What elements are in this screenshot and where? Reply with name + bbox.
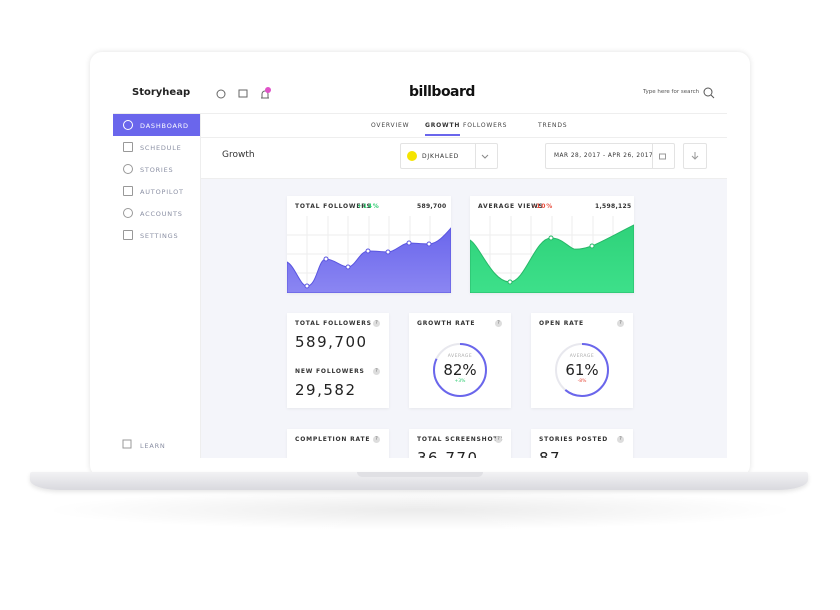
search-icon[interactable] <box>703 87 715 99</box>
active-item <box>113 114 200 136</box>
ring-change: -8% <box>577 379 587 384</box>
account-avatar <box>407 151 417 161</box>
nav-icon <box>123 230 133 240</box>
download-icon <box>691 152 699 160</box>
screenshots-card: TOTAL SCREENSHOTS ? 36,770 <box>409 429 511 458</box>
nav-learn[interactable]: LEARN <box>140 442 166 450</box>
area-chart <box>470 216 634 293</box>
screen: Storyheap billboard Type here for search… <box>113 73 727 458</box>
help-icon[interactable]: ? <box>373 320 380 327</box>
followers-chart-card: TOTAL FOLLOWERS +14% 589,700 <box>287 196 451 293</box>
stat-title: NEW FOLLOWERS <box>295 368 365 375</box>
ring-arc <box>433 343 487 397</box>
account-name: DJKHALED <box>422 153 460 160</box>
download-button[interactable] <box>683 143 707 169</box>
logo: Storyheap <box>132 87 191 98</box>
card-change: +14% <box>357 203 380 210</box>
followers-stat-card: TOTAL FOLLOWERS ? 589,700 NEW FOLLOWERS … <box>287 313 389 408</box>
stat-title: TOTAL FOLLOWERS <box>295 320 372 327</box>
divider <box>475 144 476 168</box>
stat-title: OPEN RATE <box>539 320 584 327</box>
ring-arc <box>555 343 609 397</box>
laptop-shadow <box>40 490 800 530</box>
laptop-notch <box>357 472 483 477</box>
help-icon[interactable]: ? <box>617 320 624 327</box>
nav-icon <box>123 186 133 196</box>
nav-item[interactable]: SCHEDULE <box>140 144 182 152</box>
help-icon[interactable]: ? <box>373 368 380 375</box>
card-title: TOTAL FOLLOWERS <box>295 203 372 210</box>
stat-title: STORIES POSTED <box>539 436 609 443</box>
calendar-icon <box>659 153 666 160</box>
nav-item[interactable]: ACCOUNTS <box>140 210 183 218</box>
chevron <box>481 154 489 159</box>
stat-title: GROWTH RATE <box>417 320 476 327</box>
brand: billboard <box>409 84 475 100</box>
learn-icon <box>122 439 132 449</box>
ring <box>433 343 487 397</box>
stat-title: TOTAL SCREENSHOTS <box>417 436 504 443</box>
stat-title: COMPLETION RATE <box>295 436 371 443</box>
card-change: -10% <box>533 203 554 210</box>
header-icons <box>216 87 271 99</box>
stat-value: 29,582 <box>295 381 357 399</box>
nav-item[interactable]: AUTOPILOT <box>140 188 184 196</box>
help-icon[interactable]: ? <box>495 320 502 327</box>
ring-caption: AVERAGE <box>569 354 595 359</box>
help-icon[interactable]: ? <box>495 436 502 443</box>
tab[interactable]: OVERVIEW <box>371 122 410 129</box>
stat-value: 36,770 <box>417 449 479 458</box>
completion-card: COMPLETION RATE ? <box>287 429 389 458</box>
tab[interactable]: FOLLOWERS <box>463 122 508 129</box>
card-value: 1,598,125 <box>595 203 632 210</box>
search-input[interactable]: Type here for search <box>643 89 700 95</box>
ring-value: 61% <box>565 361 599 379</box>
nav-icon <box>123 120 133 130</box>
nav-icon <box>123 164 133 174</box>
account-select[interactable]: DJKHALED <box>400 143 498 169</box>
tabs-bar: OVERVIEW GROWTH FOLLOWERS TRENDS <box>201 114 727 138</box>
nav-item[interactable]: SETTINGS <box>140 232 179 240</box>
area-chart <box>287 216 451 293</box>
tab[interactable]: GROWTH <box>425 122 461 136</box>
toolbar: Growth DJKHALED MAR 28, 2017 - APR 26, 2… <box>201 138 727 179</box>
help-icon[interactable]: ? <box>373 436 380 443</box>
ring-caption: AVERAGE <box>447 354 473 359</box>
card-value: 589,700 <box>417 203 447 210</box>
help-icon[interactable]: ? <box>617 436 624 443</box>
nav-icon <box>123 142 133 152</box>
stat-value: 87 <box>539 449 562 458</box>
sidebar: DASHBOARD SCHEDULE STORIES AUTOPILOT ACCOUNT… <box>113 114 201 458</box>
divider <box>652 144 653 168</box>
nav-item[interactable]: STORIES <box>140 166 174 174</box>
tab[interactable]: TRENDS <box>538 122 568 129</box>
growth-rate-card: GROWTH RATE ? AVERAGE 82% +3% <box>409 313 511 408</box>
nav-icon <box>123 208 133 218</box>
stories-card: STORIES POSTED ? 87 <box>531 429 633 458</box>
card-title: AVERAGE VIEWS <box>478 203 544 210</box>
ring <box>555 343 609 397</box>
views-chart-card: AVERAGE VIEWS -10% 1,598,125 <box>470 196 634 293</box>
nav-item[interactable]: DASHBOARD <box>140 122 189 130</box>
laptop-base <box>30 472 808 490</box>
date-picker[interactable]: MAR 28, 2017 - APR 26, 2017 <box>545 143 675 169</box>
header: Storyheap billboard Type here for search <box>113 73 727 114</box>
ring-change: +3% <box>454 379 466 384</box>
stat-value: 589,700 <box>295 333 368 351</box>
open-rate-card: OPEN RATE ? AVERAGE 61% -8% <box>531 313 633 408</box>
ring-value: 82% <box>443 361 477 379</box>
page-title: Growth <box>222 150 255 160</box>
date-range: MAR 28, 2017 - APR 26, 2017 <box>554 153 654 159</box>
